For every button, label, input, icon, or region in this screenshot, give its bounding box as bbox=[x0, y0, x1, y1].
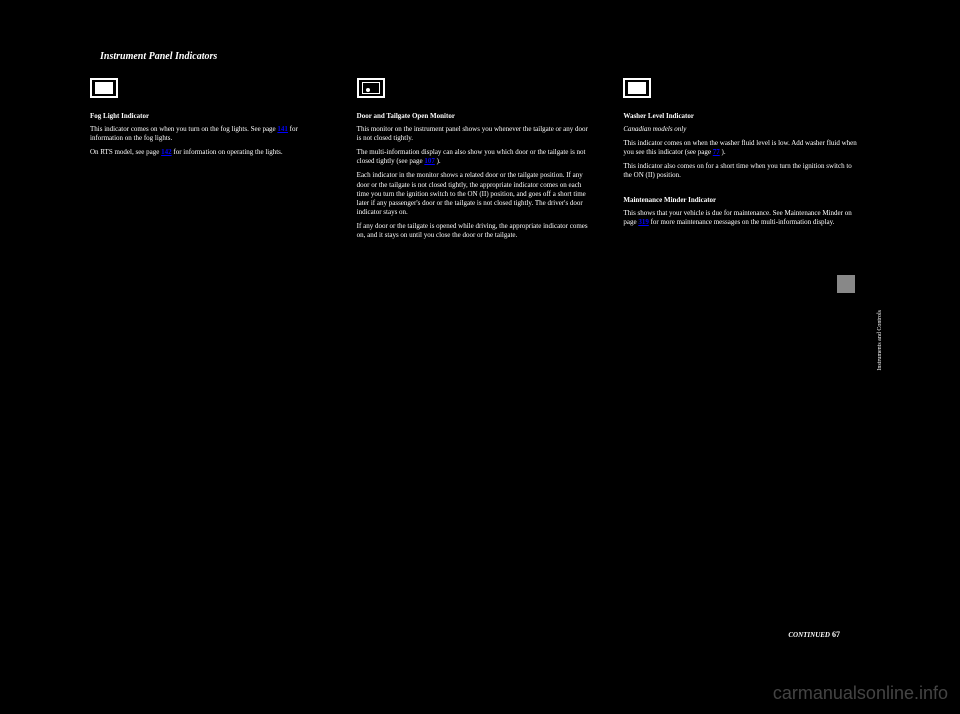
side-tab bbox=[837, 275, 855, 293]
paragraph-2-1: This monitor on the instrument panel sho… bbox=[357, 125, 594, 143]
column-3: Washer Level Indicator Canadian models o… bbox=[623, 78, 860, 245]
manual-page: Instrument Panel Indicators Fog Light In… bbox=[90, 50, 860, 650]
page-number: 67 bbox=[832, 630, 840, 639]
page-title: Instrument Panel Indicators bbox=[100, 50, 860, 63]
paragraph-3-3: This shows that your vehicle is due for … bbox=[623, 209, 860, 227]
paragraph-3-2: This indicator also comes on for a short… bbox=[623, 162, 860, 180]
paragraph-2-3: If any door or the tailgate is opened wh… bbox=[357, 222, 594, 240]
page-footer: CONTINUED 67 bbox=[788, 630, 840, 640]
paragraph-3-1: This indicator comes on when the washer … bbox=[623, 139, 860, 157]
watermark: carmanualsonline.info bbox=[773, 683, 948, 704]
page-link-77[interactable]: 77 bbox=[713, 148, 720, 156]
paragraph-2-4: The multi-information display can also s… bbox=[357, 148, 594, 166]
page-link-141[interactable]: 141 bbox=[277, 125, 288, 133]
paragraph-1-1: This indicator comes on when you turn on… bbox=[90, 125, 327, 143]
door-monitor-icon bbox=[357, 78, 385, 98]
section-title-2: Door and Tailgate Open Monitor bbox=[357, 112, 594, 121]
page-link-107[interactable]: 107 bbox=[424, 157, 435, 165]
section-title-1: Fog Light Indicator bbox=[90, 112, 327, 121]
side-label: Instruments and Controls bbox=[877, 310, 885, 371]
continued-label: CONTINUED bbox=[788, 631, 830, 639]
fog-light-icon bbox=[90, 78, 118, 98]
subtitle-3: Canadian models only bbox=[623, 125, 860, 134]
washer-level-icon bbox=[623, 78, 651, 98]
page-link-319[interactable]: 319 bbox=[638, 218, 649, 226]
paragraph-2-2: Each indicator in the monitor shows a re… bbox=[357, 171, 594, 216]
paragraph-1-2: On RTS model, see page 142 for informati… bbox=[90, 148, 327, 157]
column-1: Fog Light Indicator This indicator comes… bbox=[90, 78, 327, 245]
content-columns: Fog Light Indicator This indicator comes… bbox=[90, 78, 860, 245]
section-title-4: Maintenance Minder Indicator bbox=[623, 196, 860, 205]
column-2: Door and Tailgate Open Monitor This moni… bbox=[357, 78, 594, 245]
page-link-142[interactable]: 142 bbox=[161, 148, 172, 156]
section-title-3: Washer Level Indicator bbox=[623, 112, 860, 121]
